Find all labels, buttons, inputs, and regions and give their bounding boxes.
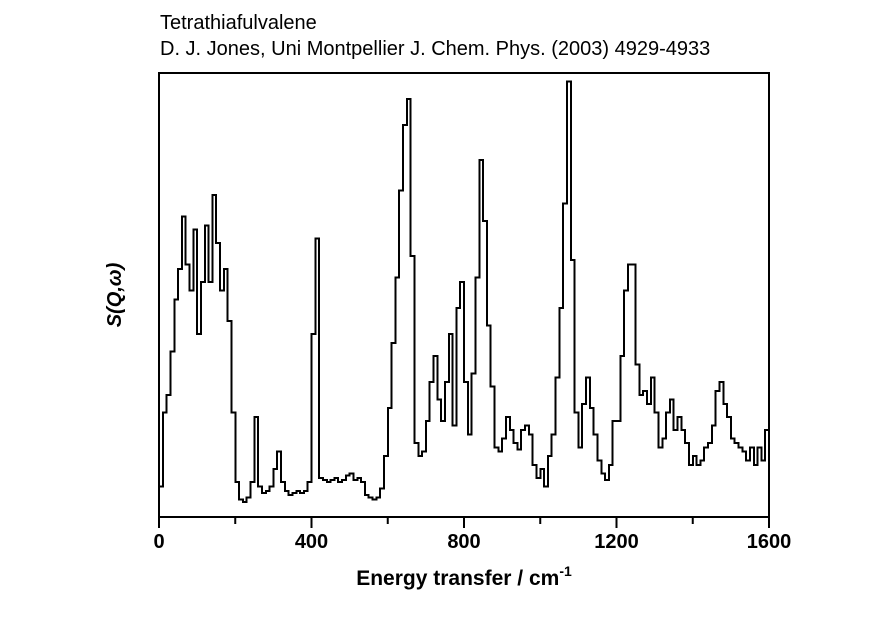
x-tick-label: 400	[295, 531, 328, 553]
x-axis-label: Energy transfer / cm-1	[356, 563, 572, 590]
caption-compound-name: Tetrathiafulvalene	[160, 12, 317, 34]
x-tick-label: 1200	[594, 531, 639, 553]
x-tick-label: 0	[153, 531, 164, 553]
plot-frame	[158, 72, 770, 518]
y-axis-label: S(Q,ω)	[104, 262, 126, 327]
x-tick-label: 1600	[747, 531, 792, 553]
spectrum-line	[159, 80, 769, 503]
caption-reference: D. J. Jones, Uni Montpellier J. Chem. Ph…	[160, 38, 711, 60]
x-tick-label: 800	[447, 531, 480, 553]
figure-caption: Tetrathiafulvalene D. J. Jones, Uni Mont…	[160, 10, 710, 62]
